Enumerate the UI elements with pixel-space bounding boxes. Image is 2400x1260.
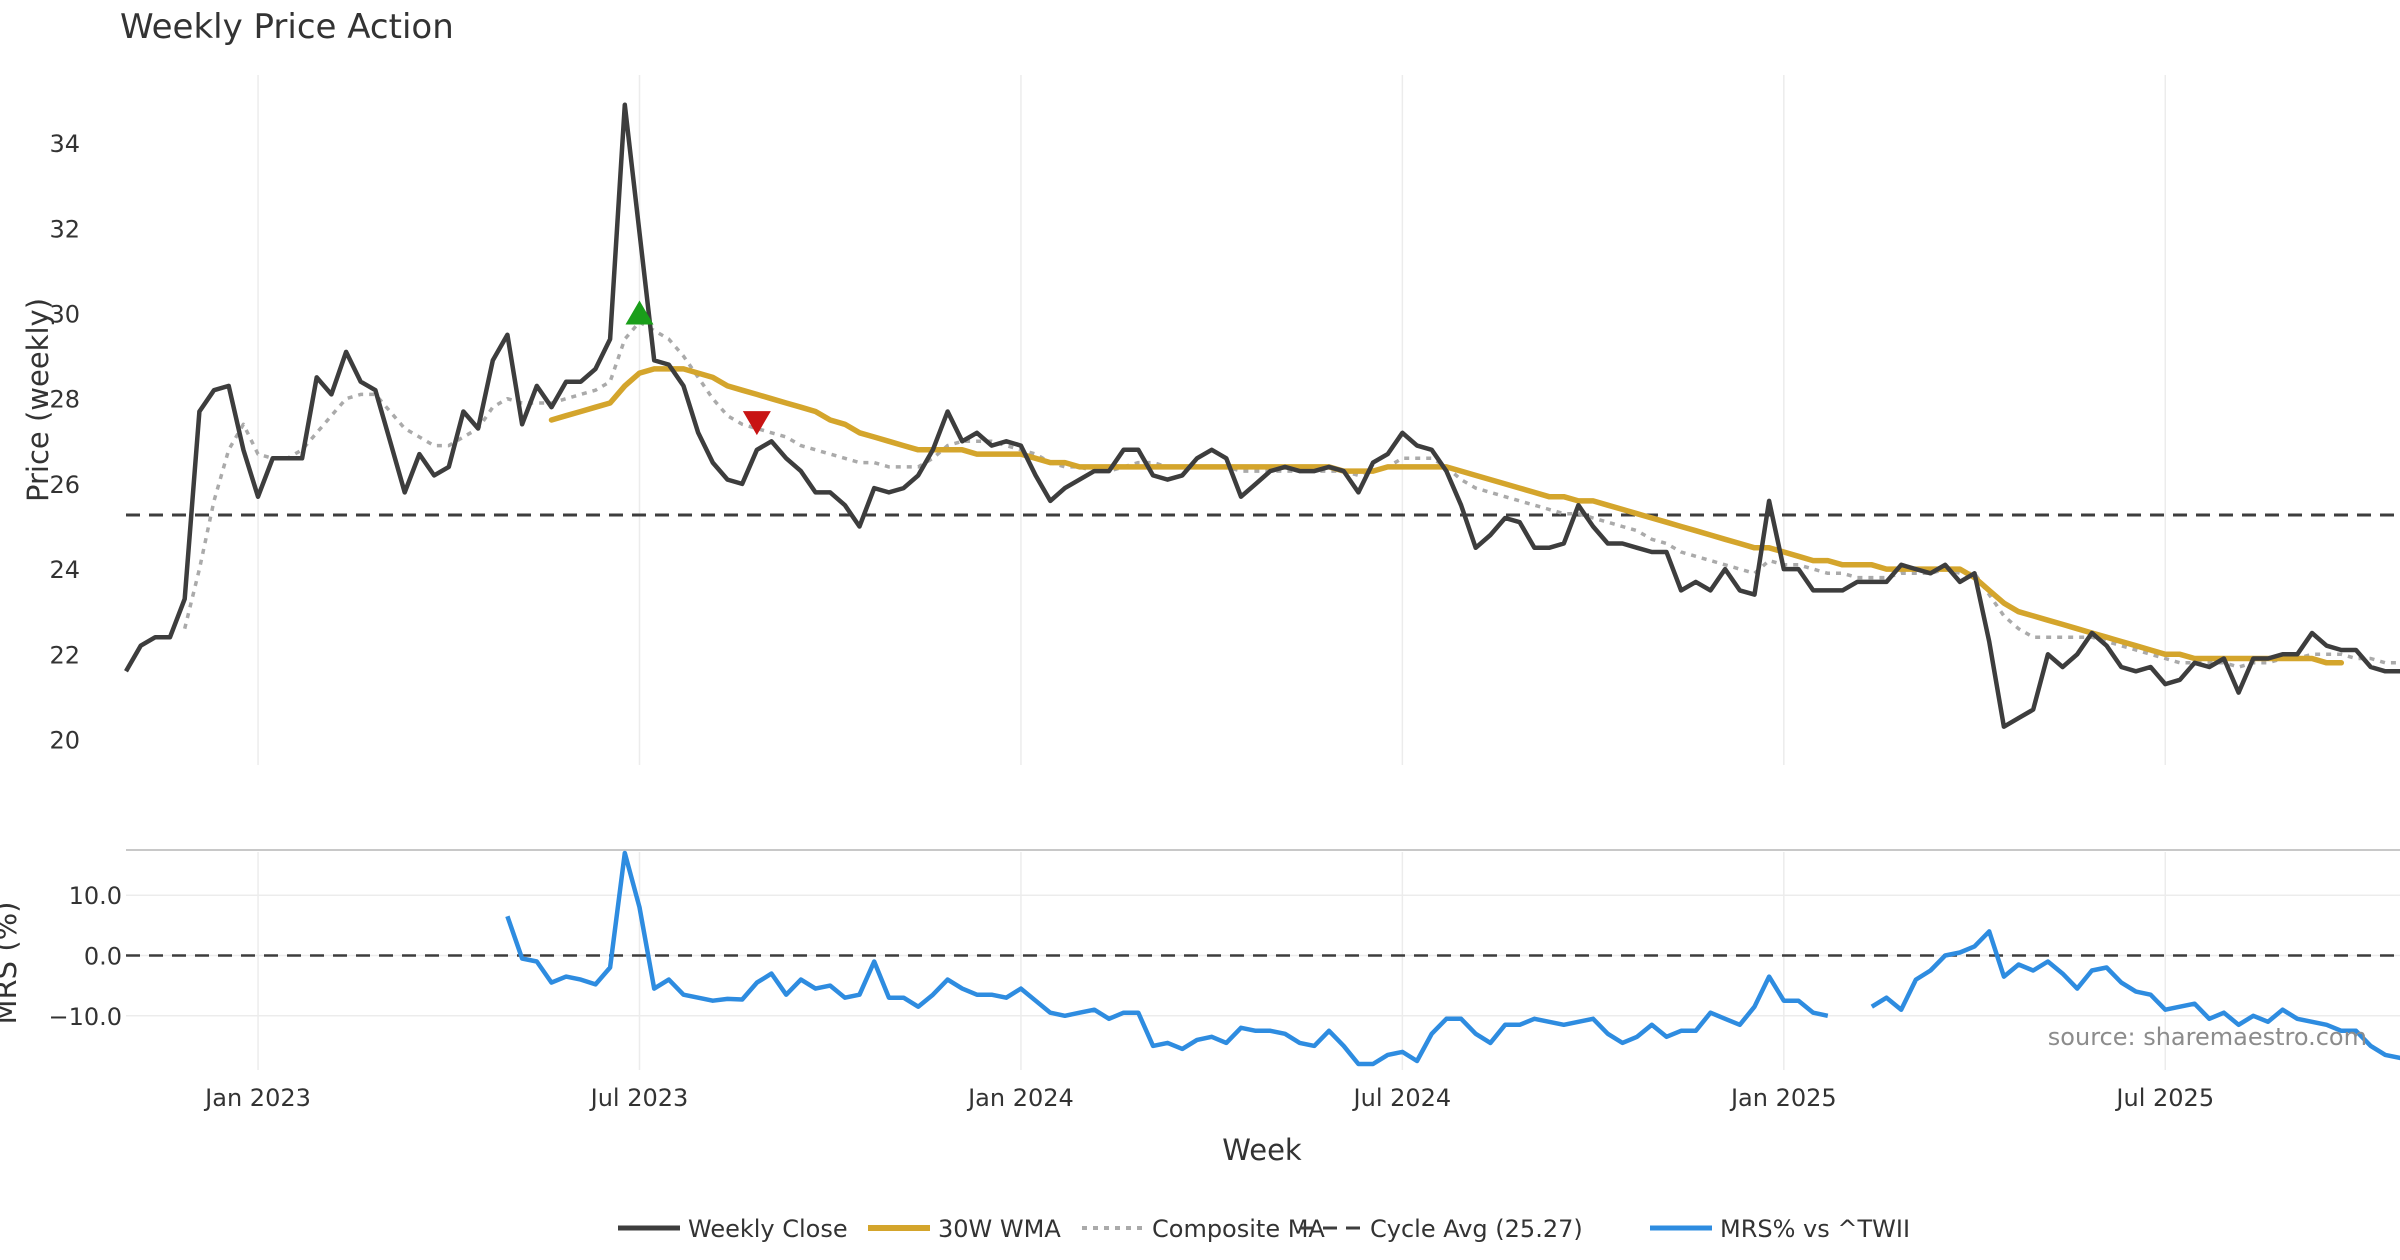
x-tick-label: Jan 2025 [1729, 1084, 1837, 1112]
mrs-y-tick-label: 0.0 [84, 942, 122, 970]
price-y-tick-label: 26 [49, 471, 80, 499]
legend: Weekly Close 30W WMA Composite MA Cycle Avg… [618, 1215, 1910, 1243]
x-axis-title: Week [1222, 1133, 1302, 1167]
price-y-ticks: 20 22 24 26 28 30 32 34 [49, 130, 80, 754]
legend-label: Composite MA [1152, 1215, 1325, 1243]
price-y-tick-label: 22 [49, 641, 80, 669]
mrs-y-ticks: 10.0 0.0 −10.0 [48, 882, 122, 1031]
legend-label: Cycle Avg (25.27) [1370, 1215, 1583, 1243]
signal-markers [625, 300, 771, 436]
price-y-tick-label: 20 [49, 726, 80, 754]
series-weekly-close [124, 102, 2400, 729]
legend-label: 30W WMA [938, 1215, 1061, 1243]
mrs-y-tick-label: 10.0 [69, 882, 122, 910]
series-30w-wma [548, 366, 2345, 666]
price-y-tick-label: 34 [49, 130, 80, 158]
series-mrs [505, 850, 2400, 1067]
price-y-tick-label: 24 [49, 556, 80, 584]
x-tick-label: Jan 2023 [203, 1084, 311, 1112]
chart-title: Weekly Price Action [120, 7, 454, 47]
x-tick-label: Jul 2023 [589, 1084, 689, 1112]
legend-label: MRS% vs ^TWII [1720, 1215, 1910, 1243]
price-y-tick-label: 28 [49, 386, 80, 414]
mrs-axis-title: MRS (%) [0, 902, 23, 1025]
price-y-tick-label: 32 [49, 215, 80, 243]
buy-signal-marker [625, 300, 654, 325]
series-layer [124, 102, 2400, 1067]
x-tick-label: Jan 2024 [966, 1084, 1074, 1112]
sell-signal-marker [742, 411, 771, 436]
x-axis-ticks: Jan 2023 Jul 2023 Jan 2024 Jul 2024 Jan 2025… [203, 1084, 2214, 1112]
x-tick-label: Jul 2024 [1352, 1084, 1452, 1112]
legend-label: Weekly Close [688, 1215, 848, 1243]
x-tick-label: Jul 2025 [2114, 1084, 2214, 1112]
source-label: source: sharemaestro.com [2048, 1023, 2367, 1051]
price-y-tick-label: 30 [49, 301, 80, 329]
mrs-y-tick-label: −10.0 [48, 1003, 122, 1031]
price-axis-title: Price (weekly) [21, 298, 55, 502]
